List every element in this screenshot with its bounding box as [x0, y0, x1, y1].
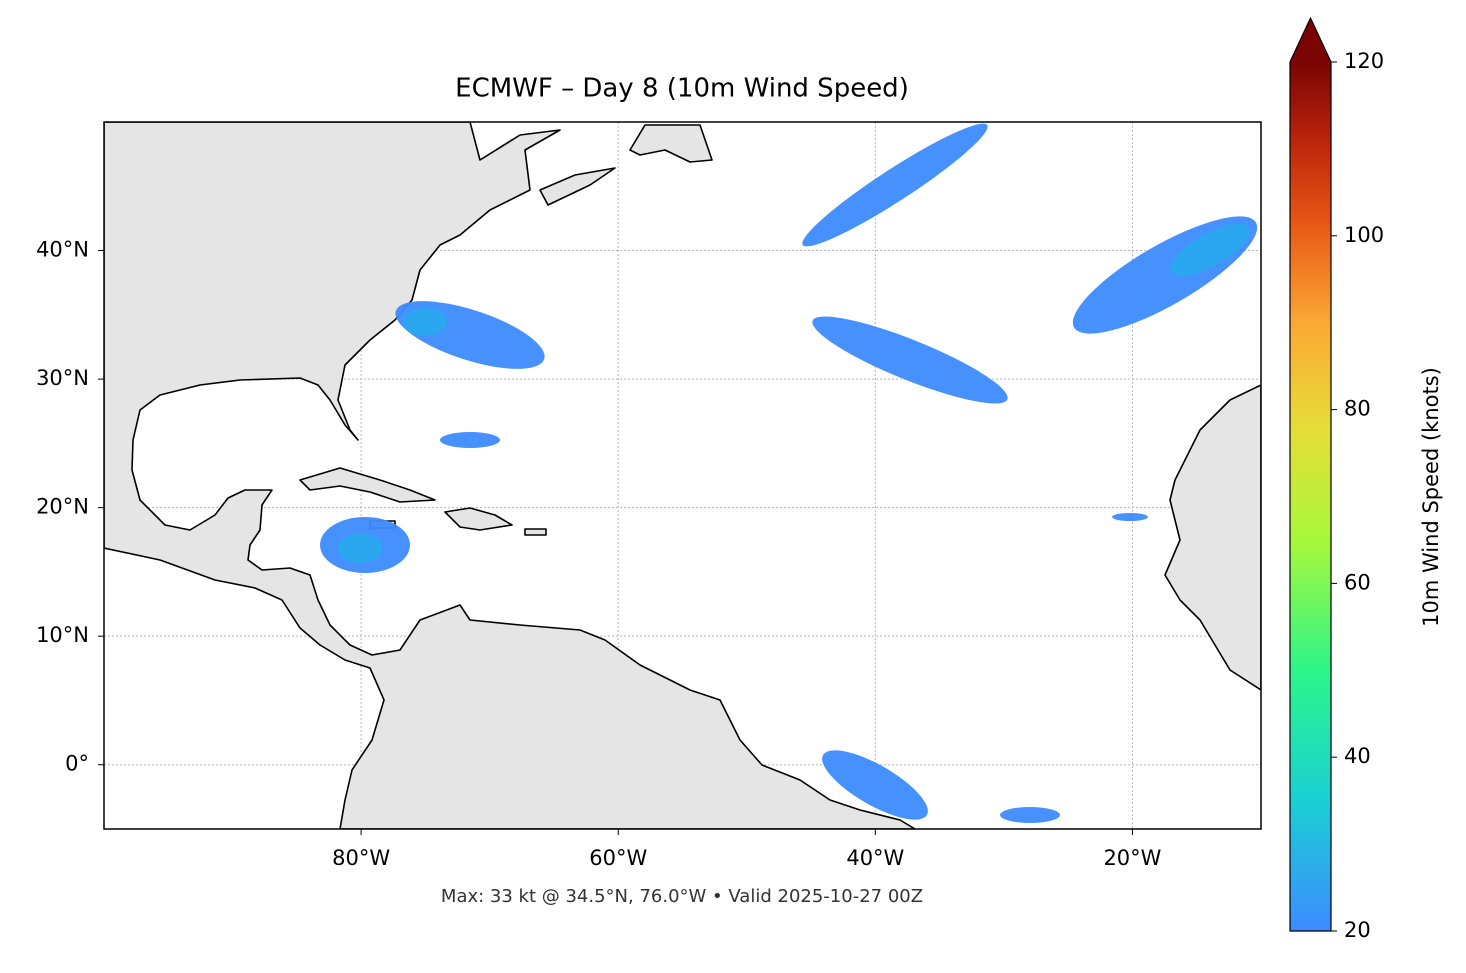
wind-patch	[1112, 513, 1148, 521]
wind-patch	[822, 750, 928, 820]
colorbar-tick-label: 120	[1344, 49, 1384, 73]
x-tick-label: 60°W	[589, 846, 647, 870]
colorbar-extend	[1290, 18, 1331, 62]
wind-patch	[1170, 223, 1250, 277]
y-tick-label: 40°N	[36, 238, 89, 262]
africa	[1164, 384, 1261, 691]
x-tick-label: 20°W	[1103, 846, 1161, 870]
y-tick-label: 30°N	[36, 366, 89, 390]
x-tick-label: 40°W	[846, 846, 904, 870]
nova-scotia	[539, 167, 616, 206]
colorbar-tick-label: 20	[1344, 918, 1371, 942]
colorbar-tick-label: 40	[1344, 744, 1371, 768]
y-tick-label: 10°N	[36, 623, 89, 647]
colorbar-tick-label: 80	[1344, 397, 1371, 421]
y-tick-label: 20°N	[36, 495, 89, 519]
y-tick-label: 0°	[65, 752, 89, 776]
puerto-rico	[524, 528, 547, 536]
x-tick-label: 80°W	[332, 846, 390, 870]
wind-patch	[338, 533, 382, 563]
footnote: Max: 33 kt @ 34.5°N, 76.0°W • Valid 2025…	[441, 886, 923, 907]
americas	[104, 122, 916, 829]
wind-patch	[440, 432, 500, 448]
colorbar-tick-label: 100	[1344, 223, 1384, 247]
wind-patch	[812, 316, 1008, 404]
wind-patch	[403, 308, 447, 336]
cuba	[299, 467, 436, 503]
map-area	[104, 122, 1261, 829]
colorbar-frame	[1289, 16, 1332, 932]
map-title: ECMWF – Day 8 (10m Wind Speed)	[455, 74, 909, 104]
colorbar-label: 10m Wind Speed (knots)	[1419, 367, 1443, 627]
wind-field	[320, 123, 1258, 823]
colorbar-tick-label: 60	[1344, 570, 1371, 594]
wind-patch	[1000, 807, 1060, 823]
newfoundland	[629, 124, 713, 163]
colorbar	[1290, 62, 1331, 931]
hispaniola	[444, 507, 513, 531]
map-frame	[103, 121, 1262, 830]
wind-patch	[802, 123, 988, 247]
